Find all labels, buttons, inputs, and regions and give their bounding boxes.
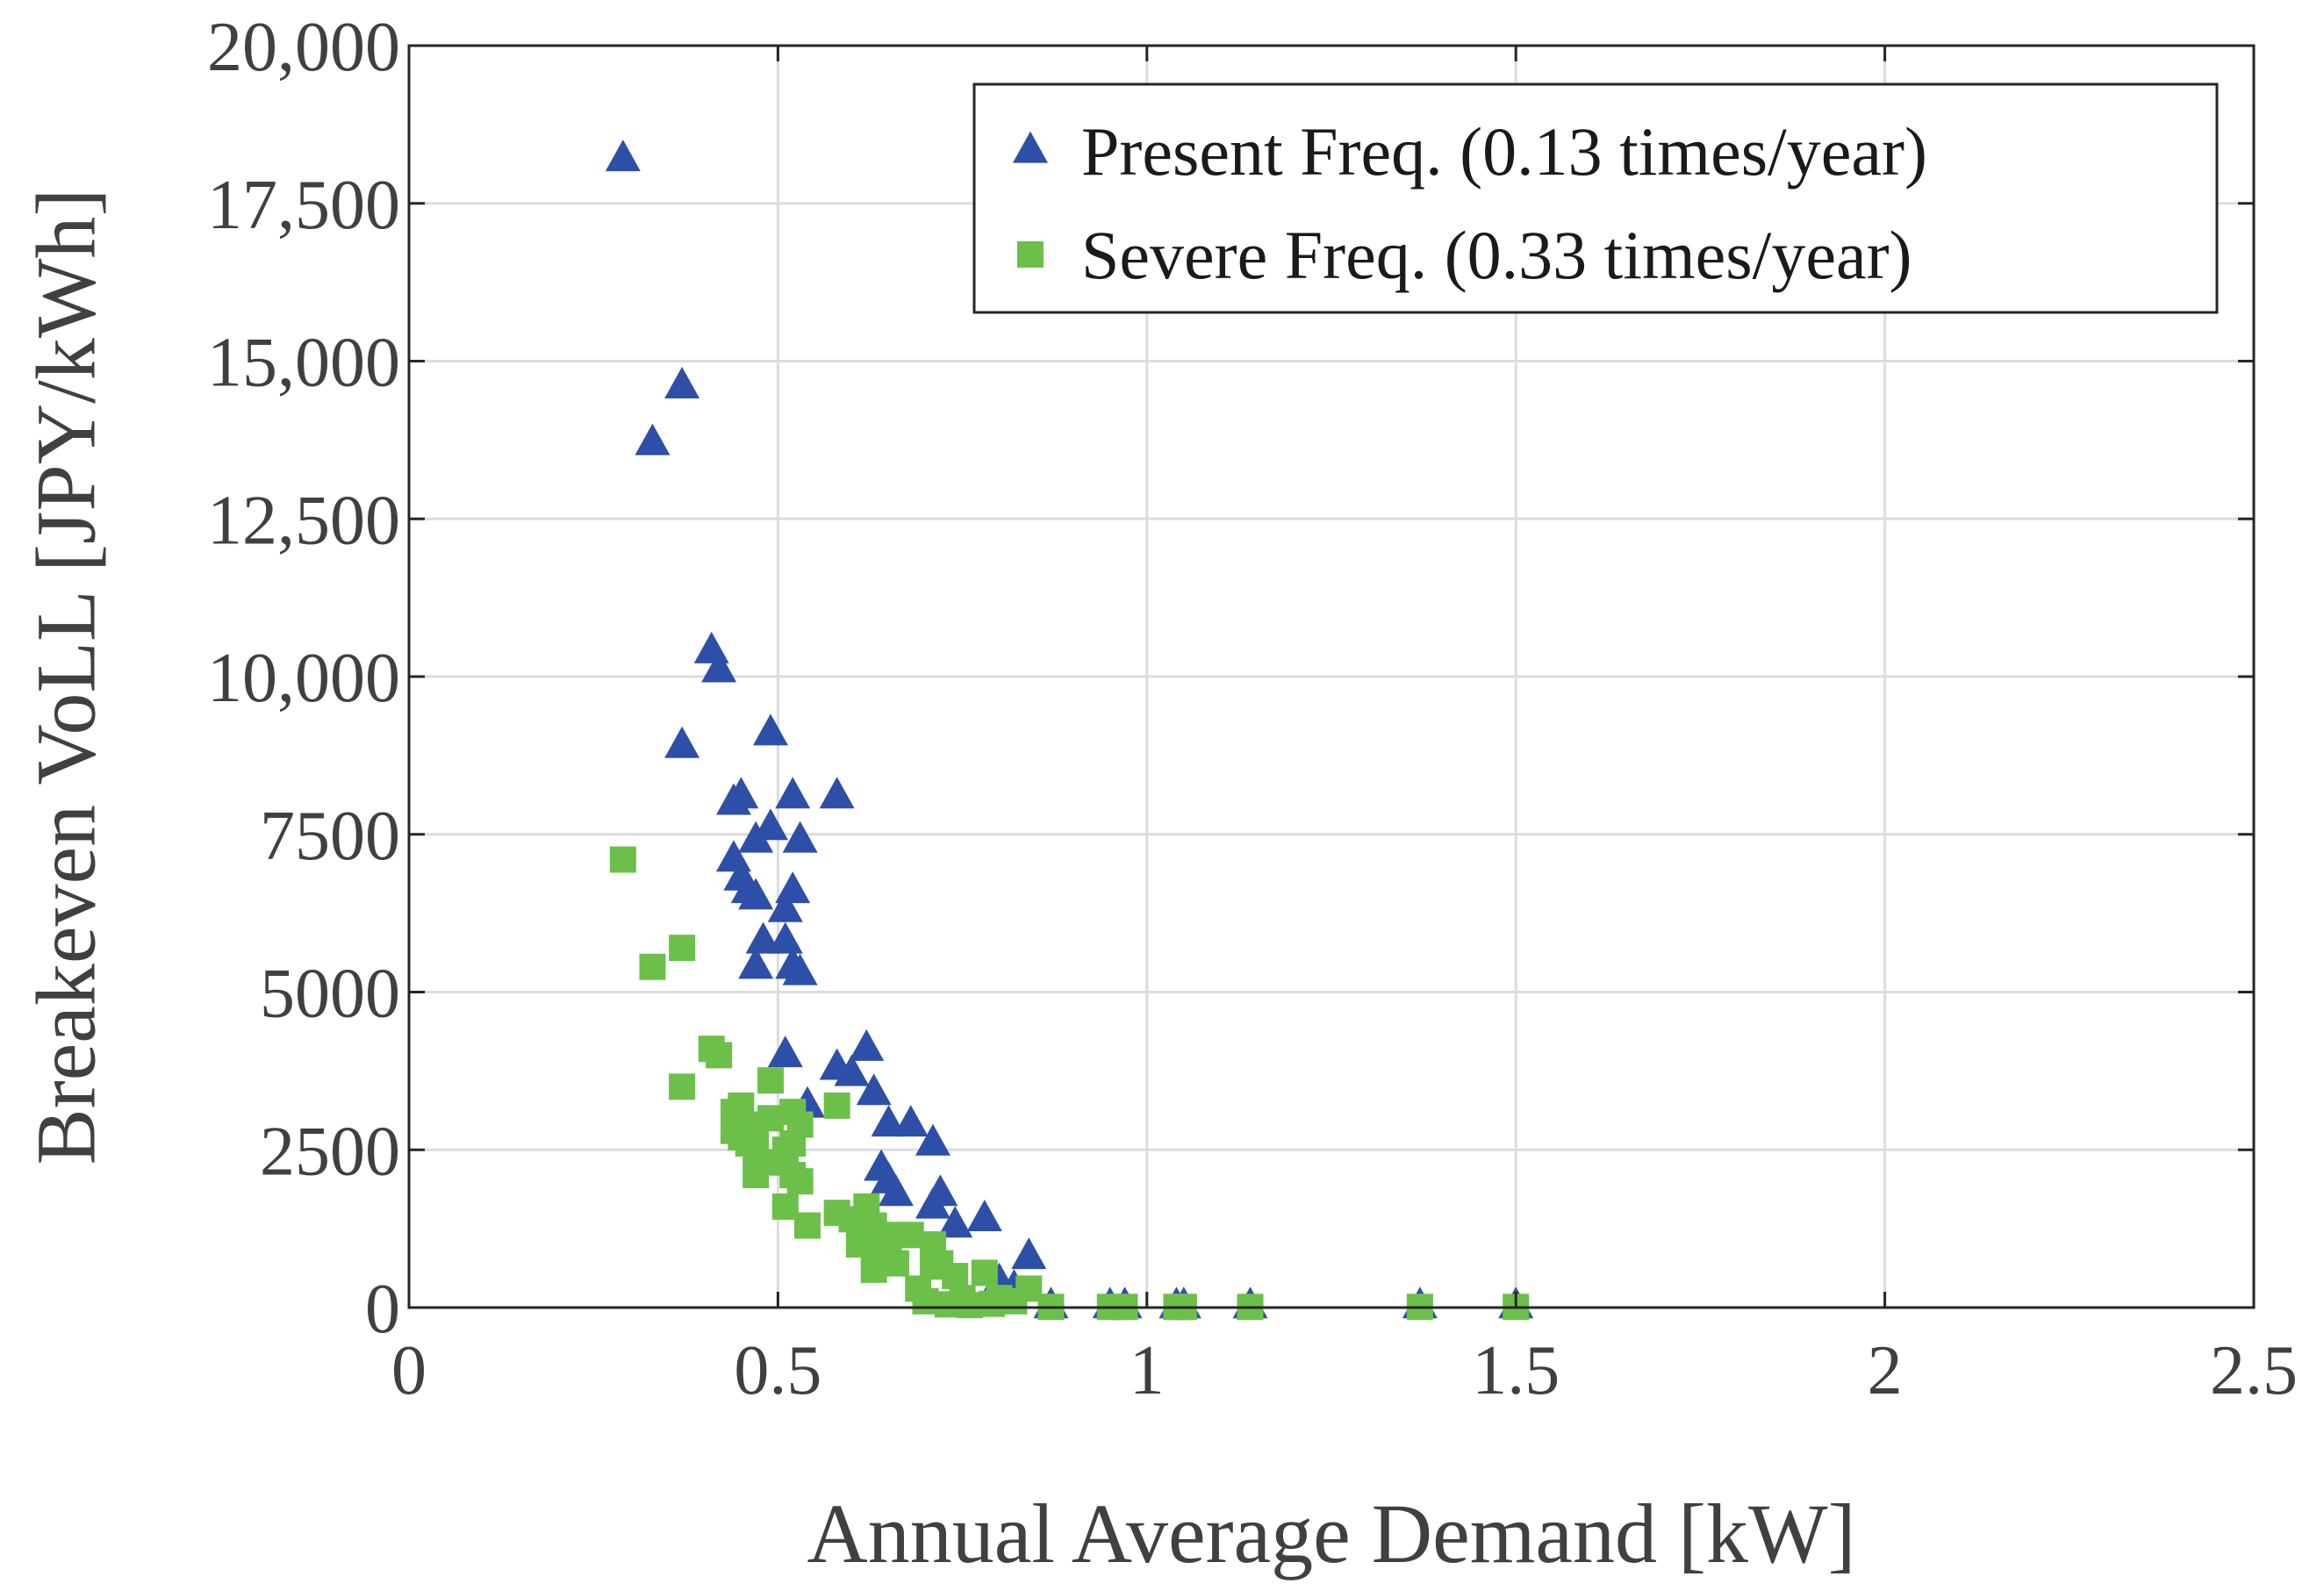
triangle-point (1011, 1237, 1047, 1270)
y-tick-label: 10,000 (207, 640, 400, 717)
triangle-point (878, 1174, 914, 1207)
y-tick-label: 15,000 (207, 325, 400, 402)
y-tick-label: 0 (365, 1271, 400, 1348)
y-tick-label: 5000 (260, 956, 400, 1033)
x-tick-label: 0.5 (734, 1332, 821, 1409)
triangle-point (819, 777, 855, 809)
triangle-point (738, 821, 774, 853)
triangle-point (782, 821, 818, 853)
triangle-point (767, 921, 803, 954)
y-tick-label: 12,500 (207, 482, 400, 559)
triangle-point (782, 953, 818, 985)
triangle-point (701, 650, 737, 683)
series-2 (609, 846, 1530, 1321)
square-point (786, 1168, 814, 1195)
square-point (979, 1290, 1006, 1317)
square-point (669, 935, 696, 962)
triangle-point (767, 1036, 803, 1068)
triangle-point (856, 1073, 892, 1106)
square-point (882, 1250, 909, 1277)
triangle-point (849, 1028, 885, 1061)
square-point (860, 1256, 887, 1283)
triangle-point (775, 871, 811, 904)
square-point (838, 1206, 865, 1233)
square-point (919, 1253, 946, 1280)
square-point (771, 1193, 799, 1220)
triangle-point (635, 423, 671, 455)
triangle-point (738, 878, 774, 910)
triangle-point (767, 890, 803, 922)
square-point (794, 1212, 821, 1239)
triangle-point (605, 140, 641, 172)
y-tick-label: 2500 (260, 1113, 400, 1190)
square-point (823, 1092, 850, 1119)
x-tick-label: 2 (1868, 1332, 1903, 1409)
axis-ticks (407, 44, 2256, 1309)
y-axis-title: Breakeven VoLL [JPY/kWh] (19, 189, 113, 1165)
square-point (905, 1275, 932, 1302)
y-tick-label: 17,500 (207, 167, 400, 244)
legend: Present Freq. (0.13 times/year) Severe Fr… (972, 82, 2219, 314)
square-point (706, 1042, 733, 1069)
triangle-point (693, 631, 729, 663)
y-tick-label: 7500 (260, 798, 400, 875)
square-point (669, 1073, 696, 1100)
triangle-point (752, 713, 788, 746)
triangle-point (893, 1105, 929, 1137)
triangle-point (966, 1200, 1002, 1232)
tick-labels: 0 0.5 1 1.5 2 2.5 0 2500 5000 7500 10,000 12,500 15,… (207, 9, 2298, 1409)
legend-box (972, 82, 2219, 314)
x-tick-label: 1.5 (1472, 1332, 1560, 1409)
triangle-point (915, 1123, 950, 1156)
legend-item: Severe Freq. (0.33 times/year) (1017, 217, 1912, 293)
triangle-point (723, 777, 759, 809)
square-point (845, 1231, 872, 1258)
x-axis-title: Annual Average Demand [kW] (807, 1487, 1855, 1580)
legend-label: Present Freq. (0.13 times/year) (1081, 113, 1927, 190)
square-point (609, 846, 636, 873)
y-tick-label: 20,000 (207, 9, 400, 86)
triangle-point (937, 1206, 973, 1238)
square-point (757, 1067, 784, 1094)
legend-label: Severe Freq. (0.33 times/year) (1081, 217, 1912, 293)
square-point (742, 1162, 770, 1189)
triangle-marker-icon (1013, 131, 1048, 163)
triangle-point (871, 1105, 907, 1137)
triangle-point (664, 366, 700, 398)
legend-item: Present Freq. (0.13 times/year) (1013, 113, 1927, 190)
data-points (605, 140, 1534, 1321)
square-point (1001, 1287, 1028, 1315)
triangle-point (915, 1186, 950, 1219)
triangle-point (775, 777, 811, 809)
square-marker-icon (1017, 241, 1044, 268)
square-point (639, 953, 666, 980)
square-point (942, 1263, 969, 1290)
triangle-point (664, 726, 700, 758)
x-tick-label: 1 (1130, 1332, 1165, 1409)
triangle-point (738, 947, 774, 979)
triangle-point (834, 1054, 870, 1086)
x-tick-label: 2.5 (2210, 1332, 2298, 1409)
x-tick-label: 0 (391, 1332, 427, 1409)
square-point (971, 1259, 998, 1286)
square-point (897, 1222, 924, 1249)
triangle-point (745, 921, 781, 954)
